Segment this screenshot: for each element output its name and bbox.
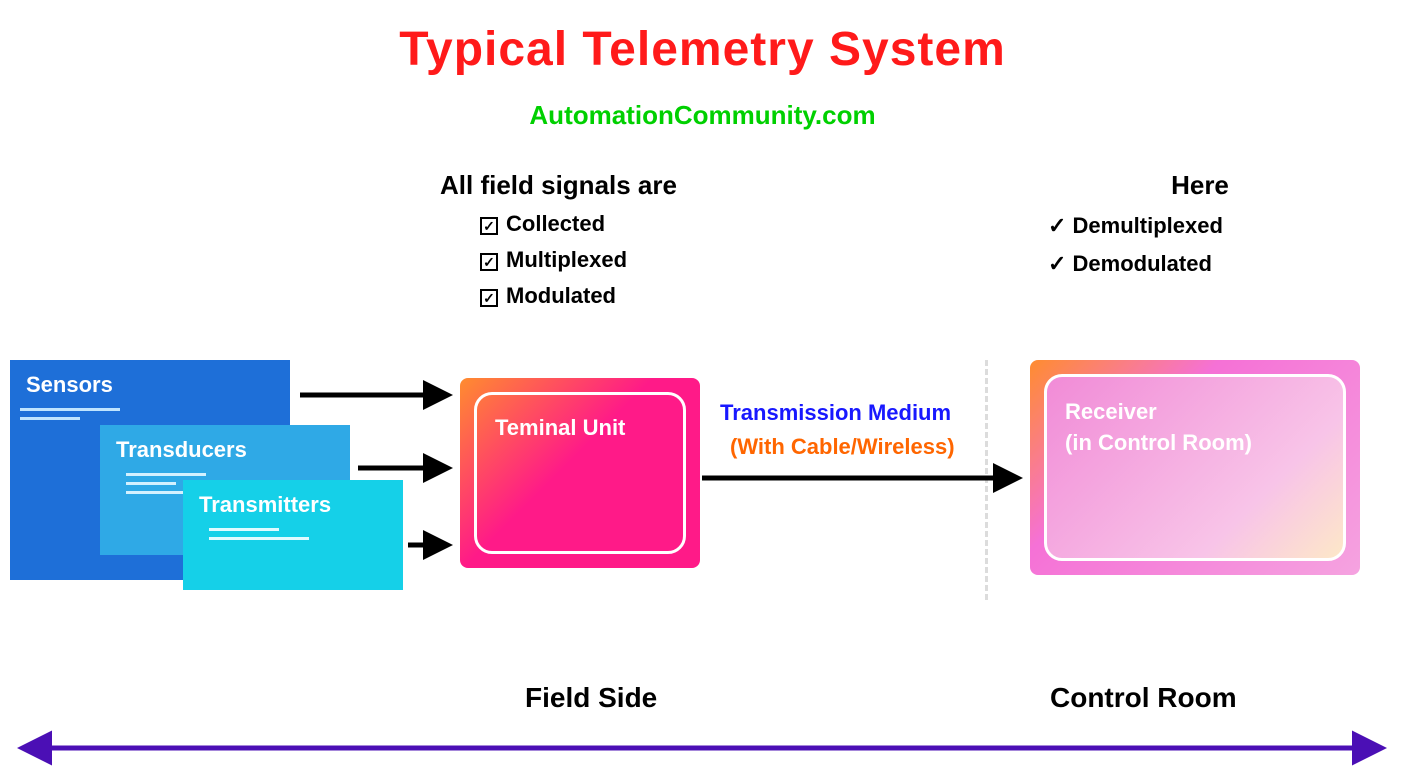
- control-room-label: Control Room: [1050, 682, 1237, 714]
- transmission-line2: (With Cable/Wireless): [730, 434, 955, 459]
- field-signal-text: Collected: [506, 211, 605, 236]
- field-signal-item: ✓ Modulated: [480, 283, 677, 309]
- field-signal-item: ✓ Multiplexed: [480, 247, 677, 273]
- terminal-unit-inner: Teminal Unit: [474, 392, 686, 554]
- terminal-unit-box: Teminal Unit: [460, 378, 700, 568]
- here-item-text: Demultiplexed: [1073, 213, 1223, 238]
- receiver-box: Receiver (in Control Room): [1030, 360, 1360, 575]
- here-item: ✓ Demultiplexed: [1048, 213, 1360, 239]
- field-side-label: Field Side: [525, 682, 657, 714]
- transmission-medium-label: Transmission Medium: [720, 400, 1020, 426]
- field-signal-text: Multiplexed: [506, 247, 627, 272]
- page-subtitle: AutomationCommunity.com: [0, 100, 1405, 131]
- check-icon: ✓: [1048, 251, 1073, 276]
- here-block: Here ✓ Demultiplexed ✓ Demodulated: [1040, 170, 1360, 277]
- checkbox-icon: ✓: [480, 217, 498, 235]
- terminal-unit-label: Teminal Unit: [495, 415, 625, 440]
- here-header: Here: [1040, 170, 1360, 201]
- title-text: Typical Telemetry System: [399, 23, 1006, 76]
- transducers-label: Transducers: [116, 437, 247, 462]
- field-signal-item: ✓ Collected: [480, 211, 677, 237]
- check-icon: ✓: [1048, 213, 1073, 238]
- field-signals-block: All field signals are ✓ Collected ✓ Multip…: [440, 170, 677, 309]
- field-signal-text: Modulated: [506, 283, 616, 308]
- transmitters-box: Transmitters: [183, 480, 403, 590]
- checkbox-icon: ✓: [480, 253, 498, 271]
- field-control-divider: [985, 360, 988, 600]
- field-signals-header: All field signals are: [440, 170, 677, 201]
- here-item-text: Demodulated: [1073, 251, 1212, 276]
- checkbox-icon: ✓: [480, 289, 498, 307]
- receiver-label-line2: (in Control Room): [1065, 430, 1252, 455]
- page-title: Typical Telemetry System: [0, 22, 1405, 77]
- transmission-cable-label: (With Cable/Wireless): [730, 434, 955, 460]
- transmission-line1: Transmission Medium: [720, 400, 951, 425]
- receiver-inner: Receiver (in Control Room): [1044, 374, 1346, 561]
- transmitters-label: Transmitters: [199, 492, 331, 517]
- subtitle-text: AutomationCommunity.com: [529, 100, 875, 130]
- here-item: ✓ Demodulated: [1048, 251, 1360, 277]
- receiver-label-line1: Receiver: [1065, 399, 1157, 424]
- sensors-label: Sensors: [26, 372, 113, 397]
